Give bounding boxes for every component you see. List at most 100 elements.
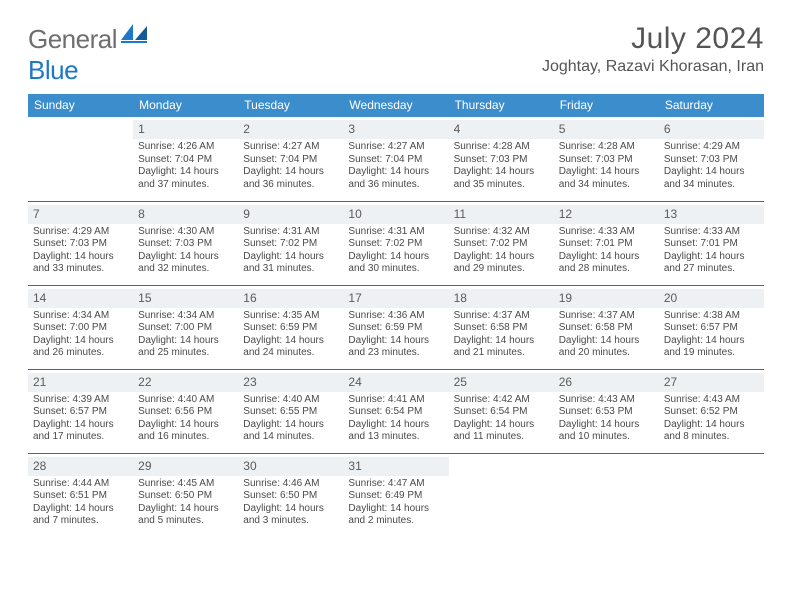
sunset-text: Sunset: 6:56 PM [138,406,233,419]
daylight-text: Daylight: 14 hours and 20 minutes. [559,335,654,360]
sunset-text: Sunset: 6:54 PM [454,406,549,419]
header-bar: General Blue July 2024 Joghtay, Razavi K… [28,22,764,86]
daylight-text: Daylight: 14 hours and 34 minutes. [559,166,654,191]
day-details: Sunrise: 4:43 AMSunset: 6:53 PMDaylight:… [558,394,655,444]
daylight-text: Daylight: 14 hours and 13 minutes. [348,419,443,444]
sunrise-text: Sunrise: 4:38 AM [664,310,759,323]
sunrise-text: Sunrise: 4:28 AM [559,141,654,154]
brand-logo: General Blue [28,24,149,86]
day-number: 1 [133,120,238,139]
sunrise-text: Sunrise: 4:39 AM [33,394,128,407]
daylight-text: Daylight: 14 hours and 36 minutes. [243,166,338,191]
day-number: 14 [28,289,133,308]
day-details: Sunrise: 4:33 AMSunset: 7:01 PMDaylight:… [558,226,655,276]
day-details: Sunrise: 4:35 AMSunset: 6:59 PMDaylight:… [242,310,339,360]
day-details: Sunrise: 4:34 AMSunset: 7:00 PMDaylight:… [137,310,234,360]
sunset-text: Sunset: 7:04 PM [243,154,338,167]
day-number: 25 [449,373,554,392]
daylight-text: Daylight: 14 hours and 33 minutes. [33,251,128,276]
sunset-text: Sunset: 6:51 PM [33,490,128,503]
calendar-day-cell: 30Sunrise: 4:46 AMSunset: 6:50 PMDayligh… [238,453,343,537]
calendar-day-cell: 16Sunrise: 4:35 AMSunset: 6:59 PMDayligh… [238,285,343,369]
sunrise-text: Sunrise: 4:46 AM [243,478,338,491]
day-details: Sunrise: 4:44 AMSunset: 6:51 PMDaylight:… [32,478,129,528]
brand-word-2: Blue [28,55,78,85]
sunrise-text: Sunrise: 4:26 AM [138,141,233,154]
sunset-text: Sunset: 7:02 PM [348,238,443,251]
day-details: Sunrise: 4:39 AMSunset: 6:57 PMDaylight:… [32,394,129,444]
day-number: 29 [133,457,238,476]
sunset-text: Sunset: 7:03 PM [33,238,128,251]
sunset-text: Sunset: 6:59 PM [348,322,443,335]
daylight-text: Daylight: 14 hours and 16 minutes. [138,419,233,444]
calendar-day-cell [554,453,659,537]
day-details: Sunrise: 4:46 AMSunset: 6:50 PMDaylight:… [242,478,339,528]
sunrise-text: Sunrise: 4:31 AM [348,226,443,239]
day-number: 9 [238,205,343,224]
sunset-text: Sunset: 6:50 PM [138,490,233,503]
calendar-day-cell: 21Sunrise: 4:39 AMSunset: 6:57 PMDayligh… [28,369,133,453]
sunrise-text: Sunrise: 4:36 AM [348,310,443,323]
daylight-text: Daylight: 14 hours and 28 minutes. [559,251,654,276]
calendar-day-cell: 11Sunrise: 4:32 AMSunset: 7:02 PMDayligh… [449,201,554,285]
daylight-text: Daylight: 14 hours and 21 minutes. [454,335,549,360]
day-number: 22 [133,373,238,392]
day-details: Sunrise: 4:47 AMSunset: 6:49 PMDaylight:… [347,478,444,528]
sunset-text: Sunset: 7:03 PM [664,154,759,167]
weekday-header: Monday [133,94,238,117]
calendar-day-cell: 5Sunrise: 4:28 AMSunset: 7:03 PMDaylight… [554,117,659,201]
sunset-text: Sunset: 6:57 PM [664,322,759,335]
daylight-text: Daylight: 14 hours and 31 minutes. [243,251,338,276]
day-number: 12 [554,205,659,224]
sunrise-text: Sunrise: 4:28 AM [454,141,549,154]
daylight-text: Daylight: 14 hours and 27 minutes. [664,251,759,276]
day-number: 13 [659,205,764,224]
calendar-body: 1Sunrise: 4:26 AMSunset: 7:04 PMDaylight… [28,117,764,537]
daylight-text: Daylight: 14 hours and 26 minutes. [33,335,128,360]
calendar-day-cell: 24Sunrise: 4:41 AMSunset: 6:54 PMDayligh… [343,369,448,453]
day-details: Sunrise: 4:30 AMSunset: 7:03 PMDaylight:… [137,226,234,276]
daylight-text: Daylight: 14 hours and 30 minutes. [348,251,443,276]
calendar-day-cell: 23Sunrise: 4:40 AMSunset: 6:55 PMDayligh… [238,369,343,453]
sunset-text: Sunset: 7:01 PM [664,238,759,251]
sunrise-text: Sunrise: 4:32 AM [454,226,549,239]
calendar-day-cell: 3Sunrise: 4:27 AMSunset: 7:04 PMDaylight… [343,117,448,201]
daylight-text: Daylight: 14 hours and 25 minutes. [138,335,233,360]
sunrise-text: Sunrise: 4:43 AM [664,394,759,407]
day-number: 23 [238,373,343,392]
day-details: Sunrise: 4:27 AMSunset: 7:04 PMDaylight:… [242,141,339,191]
daylight-text: Daylight: 14 hours and 19 minutes. [664,335,759,360]
weekday-header: Friday [554,94,659,117]
day-number: 17 [343,289,448,308]
day-number: 27 [659,373,764,392]
day-details: Sunrise: 4:43 AMSunset: 6:52 PMDaylight:… [663,394,760,444]
day-details: Sunrise: 4:40 AMSunset: 6:56 PMDaylight:… [137,394,234,444]
calendar-day-cell: 8 Sunrise: 4:30 AMSunset: 7:03 PMDaylight… [133,201,238,285]
brand-sail-icon [121,24,149,44]
daylight-text: Daylight: 14 hours and 37 minutes. [138,166,233,191]
daylight-text: Daylight: 14 hours and 5 minutes. [138,503,233,528]
calendar-day-cell: 20Sunrise: 4:38 AMSunset: 6:57 PMDayligh… [659,285,764,369]
sunset-text: Sunset: 7:02 PM [454,238,549,251]
calendar-day-cell: 19Sunrise: 4:37 AMSunset: 6:58 PMDayligh… [554,285,659,369]
calendar-day-cell: 4Sunrise: 4:28 AMSunset: 7:03 PMDaylight… [449,117,554,201]
weekday-header: Thursday [449,94,554,117]
sunset-text: Sunset: 6:59 PM [243,322,338,335]
calendar-day-cell: 28Sunrise: 4:44 AMSunset: 6:51 PMDayligh… [28,453,133,537]
day-number: 24 [343,373,448,392]
sunset-text: Sunset: 6:57 PM [33,406,128,419]
sunrise-text: Sunrise: 4:34 AM [33,310,128,323]
brand-text: General Blue [28,24,117,86]
day-number: 3 [343,120,448,139]
brand-word-1: General [28,24,117,54]
day-details: Sunrise: 4:38 AMSunset: 6:57 PMDaylight:… [663,310,760,360]
weekday-header: Sunday [28,94,133,117]
calendar-day-cell: 26Sunrise: 4:43 AMSunset: 6:53 PMDayligh… [554,369,659,453]
calendar-week-row: 28Sunrise: 4:44 AMSunset: 6:51 PMDayligh… [28,453,764,537]
daylight-text: Daylight: 14 hours and 34 minutes. [664,166,759,191]
day-number: 7 [28,205,133,224]
calendar-day-cell: 10Sunrise: 4:31 AMSunset: 7:02 PMDayligh… [343,201,448,285]
calendar-day-cell: 18Sunrise: 4:37 AMSunset: 6:58 PMDayligh… [449,285,554,369]
calendar-day-cell: 31Sunrise: 4:47 AMSunset: 6:49 PMDayligh… [343,453,448,537]
day-number: 8 [133,205,238,224]
